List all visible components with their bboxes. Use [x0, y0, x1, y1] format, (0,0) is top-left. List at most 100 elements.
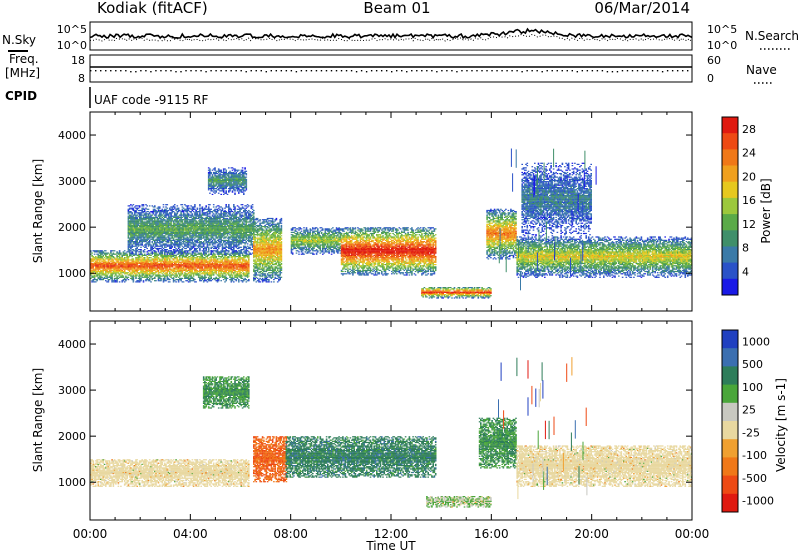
power-cell: [244, 278, 246, 279]
power-cell: [217, 219, 219, 220]
power-cell: [150, 277, 152, 278]
power-cell: [224, 256, 226, 257]
power-cell: [170, 217, 172, 218]
power-cell: [158, 251, 160, 252]
power-cell: [187, 217, 189, 218]
nave-dot: [150, 71, 151, 72]
power-cell: [204, 274, 206, 275]
power-cell: [133, 239, 135, 240]
power-cell: [149, 279, 151, 280]
power-cell: [172, 242, 174, 243]
power-cell: [173, 274, 175, 275]
power-cell: [162, 217, 164, 218]
power-cell: [141, 242, 143, 243]
nave-dot: [215, 70, 216, 71]
power-cell: [180, 279, 182, 280]
nave-dot: [401, 70, 402, 71]
power-cell: [116, 255, 118, 256]
power-cell: [203, 253, 205, 254]
power-cell: [195, 217, 197, 218]
nave-dot: [426, 70, 427, 71]
power-cell: [144, 251, 146, 252]
power-cell: [134, 236, 136, 237]
power-cell: [172, 210, 174, 211]
power-cell: [237, 268, 239, 269]
power-cell: [203, 281, 205, 282]
power-cell: [152, 205, 154, 206]
power-cell: [172, 246, 174, 247]
nave-dot: [491, 70, 492, 71]
power-cell: [217, 249, 219, 250]
power-cell: [219, 209, 221, 210]
power-cell: [164, 219, 166, 220]
power-cell: [163, 226, 165, 227]
power-cell: [225, 279, 227, 280]
nave-dot: [125, 70, 126, 71]
power-cell: [119, 274, 121, 275]
power-cell: [140, 216, 142, 217]
power-cell: [123, 277, 125, 278]
power-cell: [231, 262, 233, 263]
power-cell: [189, 208, 191, 209]
power-cell: [188, 209, 190, 210]
power-cell: [192, 270, 194, 271]
power-cell: [138, 246, 140, 247]
power-cell: [189, 234, 191, 235]
power-cell: [170, 277, 172, 278]
freq-label-line1: Freq.: [9, 52, 39, 66]
power-cell: [160, 250, 162, 251]
power-cell: [113, 259, 115, 260]
power-cell: [150, 244, 152, 245]
power-cell: [148, 209, 150, 210]
nave-dot: [672, 70, 673, 71]
power-cell: [209, 213, 211, 214]
power-cell: [200, 271, 202, 272]
power-cell: [139, 206, 141, 207]
power-cell: [115, 273, 117, 274]
power-cell: [219, 258, 221, 259]
power-cell: [220, 253, 222, 254]
power-cell: [215, 213, 217, 214]
power-cell: [188, 226, 190, 227]
power-cell: [203, 241, 205, 242]
power-cell: [239, 259, 241, 260]
power-cell: [160, 248, 162, 249]
power-cell: [154, 241, 156, 242]
power-cell: [220, 215, 222, 216]
power-cell: [178, 254, 180, 255]
power-cell: [197, 212, 199, 213]
power-cell: [98, 254, 100, 255]
power-cell: [135, 276, 137, 277]
power-cell: [195, 250, 197, 251]
power-cell: [157, 269, 159, 270]
power-cell: [182, 204, 184, 205]
power-cell: [129, 271, 131, 272]
power-cell: [131, 273, 133, 274]
nave-dot: [271, 70, 272, 71]
power-cell: [100, 278, 102, 279]
power-cell: [174, 208, 176, 209]
power-cell: [169, 268, 171, 269]
power-cell: [131, 205, 133, 206]
power-cell: [180, 213, 182, 214]
power-cell: [173, 205, 175, 206]
power-cell: [113, 253, 115, 254]
power-cell: [173, 239, 175, 240]
power-cell: [217, 211, 219, 212]
power-cell: [106, 274, 108, 275]
nave-dot: [115, 70, 116, 71]
power-cell: [106, 270, 108, 271]
power-cell: [110, 257, 112, 258]
power-cell: [174, 247, 176, 248]
power-cell: [179, 247, 181, 248]
power-cell: [234, 270, 236, 271]
power-cell: [154, 218, 156, 219]
power-cell: [188, 277, 190, 278]
power-cell: [173, 256, 175, 257]
nave-dot: [612, 71, 613, 72]
power-cell: [215, 273, 217, 274]
power-cell: [131, 240, 133, 241]
power-cell: [203, 249, 205, 250]
power-cell: [205, 240, 207, 241]
nave-dot: [451, 70, 452, 71]
